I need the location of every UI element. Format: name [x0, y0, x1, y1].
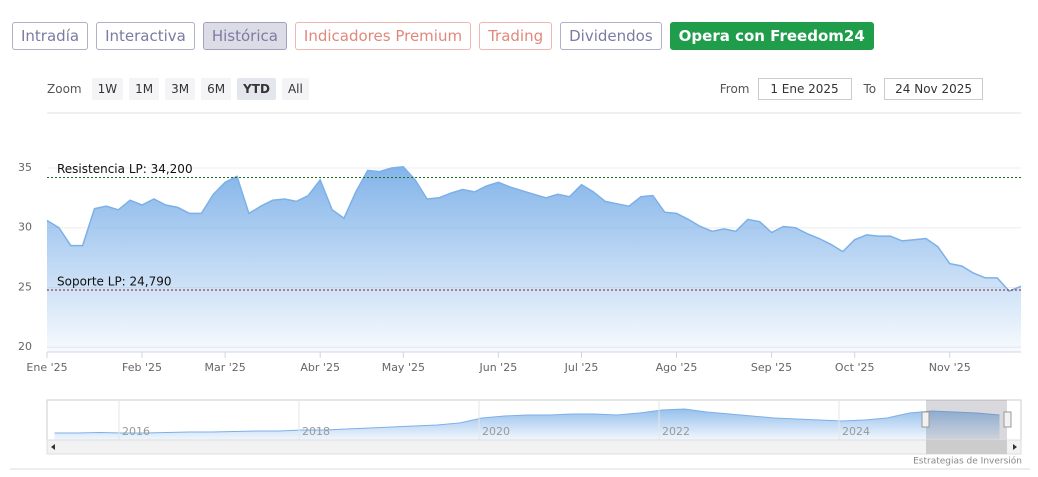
x-tick-label: Nov '25: [929, 361, 971, 374]
navigator-label: 2020: [482, 425, 510, 438]
x-tick-label: May '25: [382, 361, 425, 374]
x-tick-label: Ago '25: [656, 361, 698, 374]
reference-label: Soporte LP: 24,790: [57, 274, 172, 288]
navigator-area: [54, 409, 1000, 440]
zoom-label: Zoom: [47, 82, 82, 96]
y-tick-label: 25: [18, 280, 32, 293]
zoom-button[interactable]: YTD: [237, 78, 276, 100]
line: [46, 166, 1022, 292]
scrollbar[interactable]: [46, 439, 1022, 455]
zoom-button[interactable]: 1M: [129, 78, 160, 100]
to-input[interactable]: 24 Nov 2025: [884, 78, 983, 100]
y-tick-label: 30: [18, 221, 32, 234]
tabs: Intradía Interactiva Histórica Indicadores …: [12, 22, 874, 50]
navigator-label: 2024: [842, 425, 870, 438]
x-tick-label: Jul '25: [564, 361, 599, 374]
tab[interactable]: Intradía: [12, 22, 89, 50]
navigator-label: 2022: [662, 425, 690, 438]
to-label: To: [863, 82, 877, 96]
x-tick-label: Feb '25: [122, 361, 162, 374]
navigator-handle[interactable]: [1003, 411, 1012, 428]
tab[interactable]: Histórica: [202, 22, 287, 50]
navigator-handle[interactable]: [921, 411, 930, 428]
zoom-button[interactable]: 1W: [91, 78, 124, 100]
tab[interactable]: Dividendos: [560, 22, 662, 50]
tab[interactable]: Trading: [479, 22, 553, 50]
from-label: From: [719, 82, 750, 96]
credit: Estrategias de Inversión: [913, 456, 1022, 467]
x-tick-label: Jun '25: [479, 361, 518, 374]
reference-label: Resistencia LP: 34,200: [57, 162, 193, 176]
navigator-window[interactable]: [926, 400, 1007, 440]
date-range: From 1 Ene 2025 To 24 Nov 2025: [720, 78, 983, 100]
x-tick-label: Abr '25: [300, 361, 340, 374]
navigator-label: 2018: [302, 425, 330, 438]
zoom-button[interactable]: 6M: [201, 78, 232, 100]
x-tick-label: Sep '25: [751, 361, 792, 374]
scrollbar-thumb[interactable]: [926, 440, 1007, 454]
navigator-line: [54, 408, 1000, 434]
zoom-bar: Zoom 1W 1M 3M 6M YTD All: [47, 78, 309, 100]
x-tick-label: Mar '25: [205, 361, 246, 374]
tab[interactable]: Opera con Freedom24: [669, 22, 874, 50]
y-tick-label: 35: [18, 161, 32, 174]
zoom-button[interactable]: 3M: [165, 78, 196, 100]
x-tick-label: Oct '25: [835, 361, 875, 374]
area-fill: [47, 166, 1021, 352]
y-tick-label: 20: [18, 340, 32, 353]
zoom-button[interactable]: All: [281, 78, 309, 100]
from-input[interactable]: 1 Ene 2025: [757, 78, 852, 100]
tab[interactable]: Interactiva: [96, 22, 195, 50]
x-tick-label: Ene '25: [26, 361, 67, 374]
navigator-label: 2016: [122, 425, 150, 438]
tab[interactable]: Indicadores Premium: [294, 22, 472, 50]
